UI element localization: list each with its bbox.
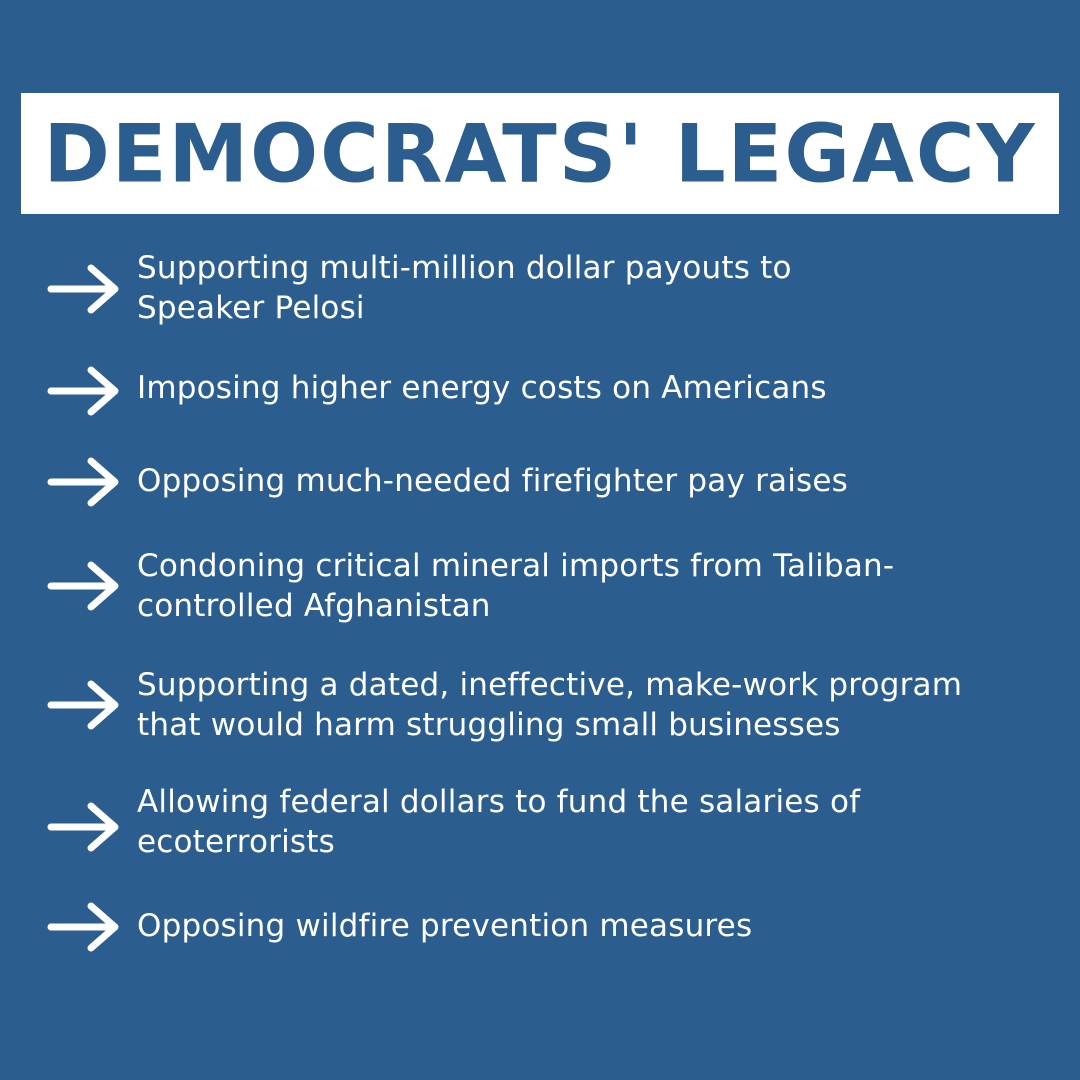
list-item-text: Allowing federal dollars to fund the sal… bbox=[137, 784, 861, 860]
right-arrow-icon bbox=[47, 678, 121, 732]
list-item-text: Condoning critical mineral imports from … bbox=[137, 548, 895, 624]
right-arrow-icon bbox=[47, 455, 121, 509]
right-arrow-icon bbox=[47, 900, 121, 954]
title-banner: DEMOCRATS' LEGACY bbox=[21, 93, 1059, 214]
list-item-text: Imposing higher energy costs on American… bbox=[137, 370, 827, 406]
right-arrow-icon bbox=[47, 800, 121, 854]
list-item-text: Opposing wildfire prevention measures bbox=[137, 908, 753, 944]
page-title: DEMOCRATS' LEGACY bbox=[43, 107, 1037, 200]
list-item-text: Supporting a dated, ineffective, make-wo… bbox=[137, 667, 963, 743]
right-arrow-icon bbox=[47, 559, 121, 613]
list-item-text: Supporting multi-million dollar payouts … bbox=[137, 250, 792, 326]
right-arrow-icon bbox=[47, 364, 121, 418]
list-item-text: Opposing much-needed firefighter pay rai… bbox=[137, 463, 849, 499]
right-arrow-icon bbox=[47, 262, 121, 316]
